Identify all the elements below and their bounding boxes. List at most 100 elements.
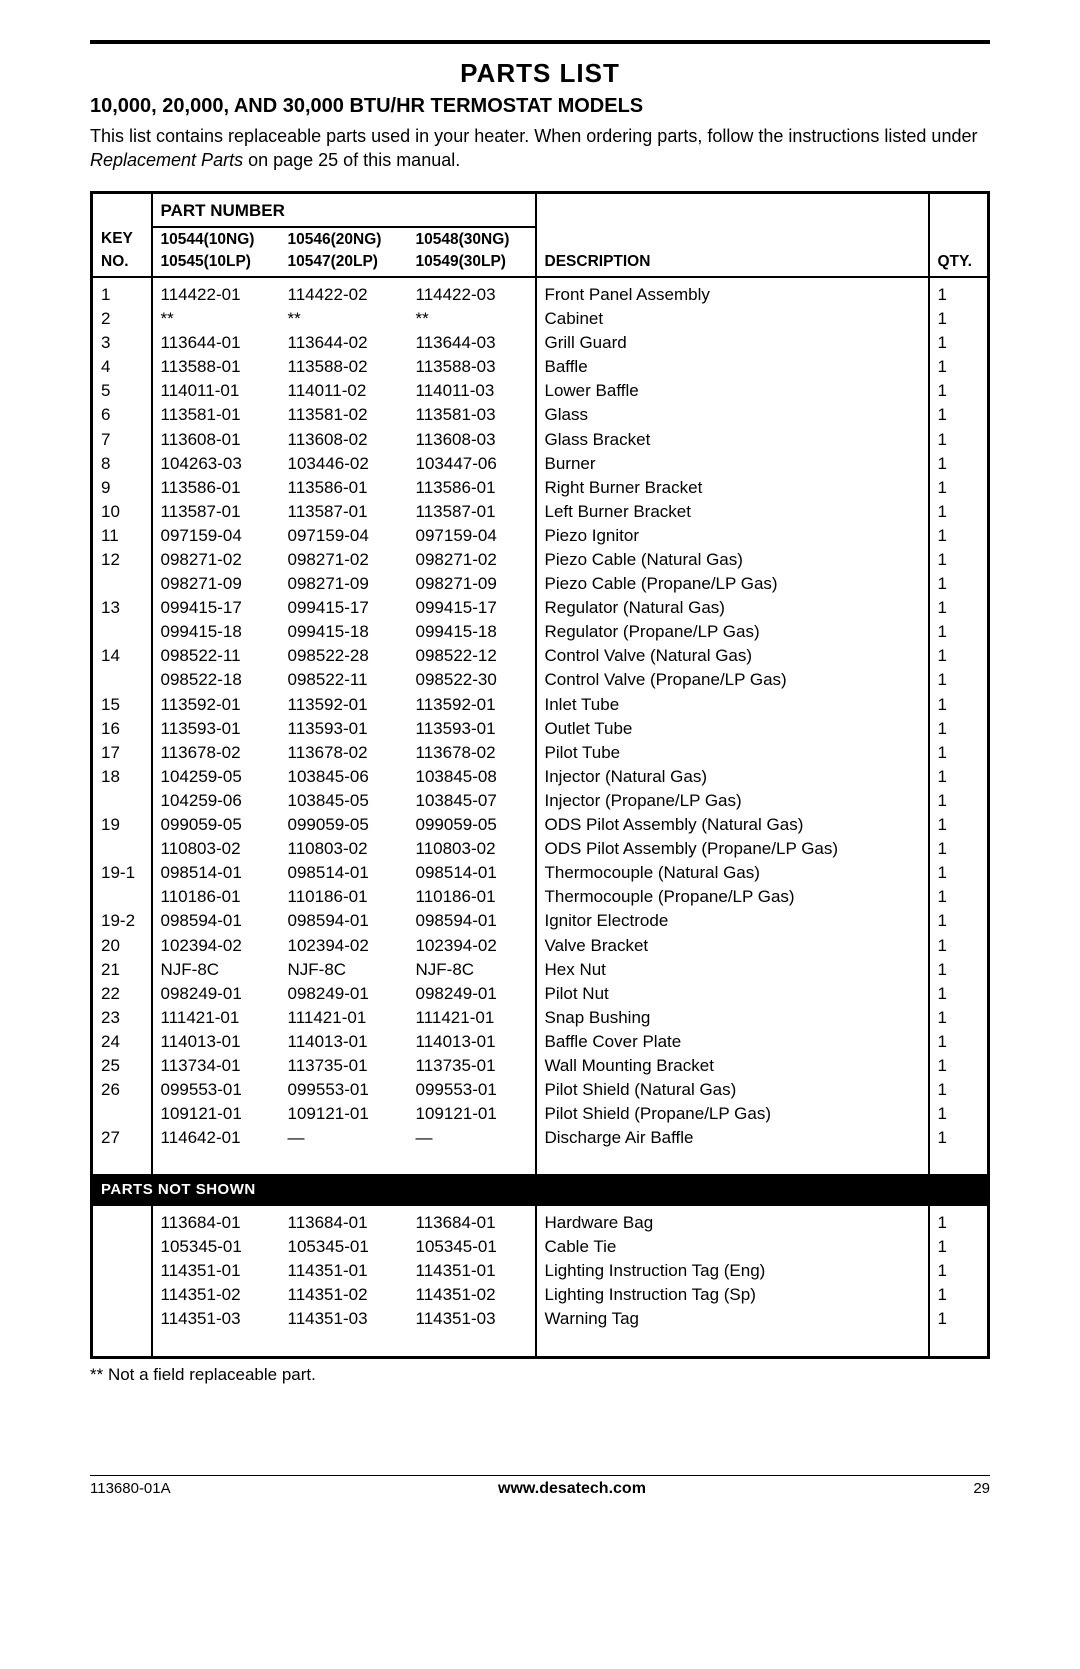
page-subtitle: 10,000, 20,000, AND 30,000 BTU/HR TERMOS… — [90, 95, 990, 118]
description: Cable Tie — [536, 1235, 929, 1259]
description: Valve Bracket — [536, 934, 929, 958]
pn-col1: 098514-01 — [152, 861, 280, 885]
description: Outlet Tube — [536, 717, 929, 741]
header-col1-l2: 10545(10LP) — [152, 252, 280, 277]
pn-col3: 113608-03 — [408, 428, 536, 452]
pn-col3: 099553-01 — [408, 1078, 536, 1102]
pn-col2: 105345-01 — [280, 1235, 408, 1259]
key-no: 23 — [92, 1006, 152, 1030]
pn-col3: 099415-18 — [408, 620, 536, 644]
pn-col2: 099553-01 — [280, 1078, 408, 1102]
qty: 1 — [929, 717, 989, 741]
pn-col3: 113678-02 — [408, 741, 536, 765]
qty: 1 — [929, 861, 989, 885]
pn-col2: 113608-02 — [280, 428, 408, 452]
parts-table: PART NUMBER KEY 10544(10NG) 10546(20NG) … — [90, 191, 990, 1359]
key-no: 12 — [92, 548, 152, 572]
qty: 1 — [929, 428, 989, 452]
key-no: 6 — [92, 403, 152, 427]
table-row: 110803-02110803-02110803-02ODS Pilot Ass… — [92, 837, 989, 861]
table-row: 114351-01114351-01114351-01Lighting Inst… — [92, 1259, 989, 1283]
qty: 1 — [929, 765, 989, 789]
qty: 1 — [929, 331, 989, 355]
qty: 1 — [929, 524, 989, 548]
table-row: 11097159-04097159-04097159-04Piezo Ignit… — [92, 524, 989, 548]
pn-col2: 113678-02 — [280, 741, 408, 765]
pn-col1: NJF-8C — [152, 958, 280, 982]
page: PARTS LIST 10,000, 20,000, AND 30,000 BT… — [0, 0, 1080, 1528]
pn-col3: 098594-01 — [408, 909, 536, 933]
key-no — [92, 1307, 152, 1331]
key-no: 21 — [92, 958, 152, 982]
pn-col2: 114351-03 — [280, 1307, 408, 1331]
description: Baffle — [536, 355, 929, 379]
top-rule — [90, 40, 990, 44]
section-band: PARTS NOT SHOWN — [92, 1174, 989, 1206]
description: Hex Nut — [536, 958, 929, 982]
key-no: 5 — [92, 379, 152, 403]
pn-col3: 098271-02 — [408, 548, 536, 572]
key-no: 19-1 — [92, 861, 152, 885]
pn-col2: 110803-02 — [280, 837, 408, 861]
table-row: 113684-01113684-01113684-01Hardware Bag1 — [92, 1206, 989, 1235]
qty: 1 — [929, 668, 989, 692]
key-no: 24 — [92, 1030, 152, 1054]
pn-col1: 097159-04 — [152, 524, 280, 548]
table-row: 7113608-01113608-02113608-03Glass Bracke… — [92, 428, 989, 452]
pn-col1: 098271-09 — [152, 572, 280, 596]
key-no: 20 — [92, 934, 152, 958]
key-no: 2 — [92, 307, 152, 331]
qty: 1 — [929, 813, 989, 837]
pn-col2: 113684-01 — [280, 1206, 408, 1235]
intro-text: This list contains replaceable parts use… — [90, 124, 990, 173]
description: Control Valve (Propane/LP Gas) — [536, 668, 929, 692]
pn-col1: 109121-01 — [152, 1102, 280, 1126]
pn-col3: 113587-01 — [408, 500, 536, 524]
pn-col2: 099059-05 — [280, 813, 408, 837]
key-no — [92, 1206, 152, 1235]
description: Grill Guard — [536, 331, 929, 355]
pn-col3: 098522-12 — [408, 644, 536, 668]
pn-col1: 114351-03 — [152, 1307, 280, 1331]
footnote: ** Not a field replaceable part. — [90, 1365, 990, 1385]
pn-col1: 113608-01 — [152, 428, 280, 452]
description: Thermocouple (Natural Gas) — [536, 861, 929, 885]
qty: 1 — [929, 500, 989, 524]
qty: 1 — [929, 837, 989, 861]
qty: 1 — [929, 548, 989, 572]
key-no: 16 — [92, 717, 152, 741]
description: Piezo Cable (Propane/LP Gas) — [536, 572, 929, 596]
description: Baffle Cover Plate — [536, 1030, 929, 1054]
pn-col3: 114013-01 — [408, 1030, 536, 1054]
qty: 1 — [929, 982, 989, 1006]
pn-col1: 113593-01 — [152, 717, 280, 741]
table-row: 22098249-01098249-01098249-01Pilot Nut1 — [92, 982, 989, 1006]
qty: 1 — [929, 693, 989, 717]
qty: 1 — [929, 1102, 989, 1126]
key-no: 13 — [92, 596, 152, 620]
key-no: 19-2 — [92, 909, 152, 933]
pn-col1: 113644-01 — [152, 331, 280, 355]
key-no: 22 — [92, 982, 152, 1006]
pn-col1: 098522-11 — [152, 644, 280, 668]
description: Lighting Instruction Tag (Sp) — [536, 1283, 929, 1307]
description: Thermocouple (Propane/LP Gas) — [536, 885, 929, 909]
header-qty: QTY. — [929, 252, 989, 277]
intro-post: on page 25 of this manual. — [243, 150, 460, 170]
pn-col1: 114013-01 — [152, 1030, 280, 1054]
pn-col1: 104259-06 — [152, 789, 280, 813]
pn-col2: 113593-01 — [280, 717, 408, 741]
table-row: 13099415-17099415-17099415-17Regulator (… — [92, 596, 989, 620]
pn-col2: 110186-01 — [280, 885, 408, 909]
qty: 1 — [929, 1054, 989, 1078]
pn-col3: 098522-30 — [408, 668, 536, 692]
table-row: 5114011-01114011-02114011-03Lower Baffle… — [92, 379, 989, 403]
intro-italic: Replacement Parts — [90, 150, 243, 170]
qty: 1 — [929, 620, 989, 644]
key-no — [92, 1259, 152, 1283]
pn-col1: 099415-17 — [152, 596, 280, 620]
key-no — [92, 1102, 152, 1126]
description: Inlet Tube — [536, 693, 929, 717]
pn-col1: 113587-01 — [152, 500, 280, 524]
table-row: 19-2098594-01098594-01098594-01Ignitor E… — [92, 909, 989, 933]
